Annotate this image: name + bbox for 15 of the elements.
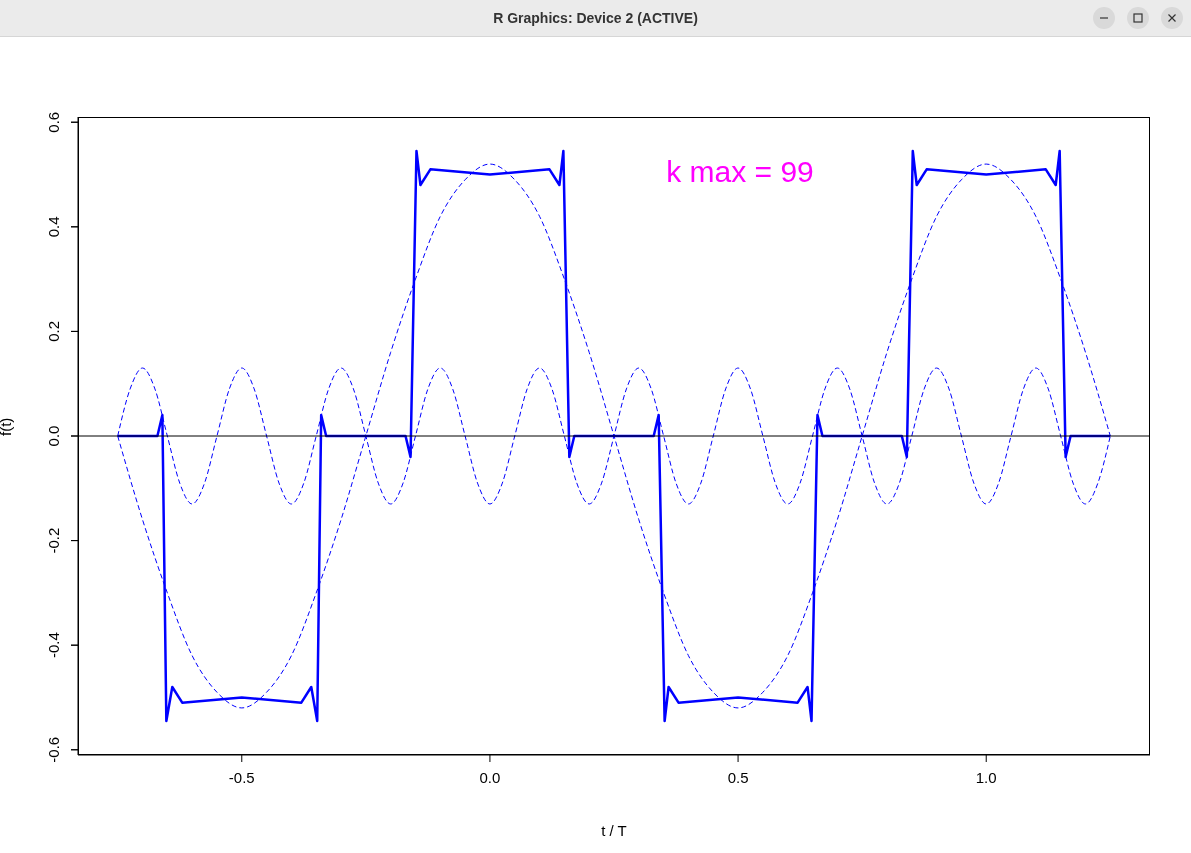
x-tick-label: 0.5 (727, 768, 749, 786)
y-axis-title: f(t) (0, 417, 15, 436)
y-tick-label: 0.4 (44, 216, 62, 238)
x-axis-title: t / T (601, 822, 627, 839)
y-tick-label: 0.0 (44, 425, 62, 447)
x-tick-label: 1.0 (975, 768, 997, 786)
y-tick-label: -0.2 (44, 527, 62, 554)
annotation: k max = 99 (665, 155, 815, 189)
x-tick-label: -0.5 (228, 768, 255, 786)
y-tick-label: 0.2 (44, 320, 62, 342)
chart-title: R Graphics: Device 2 (ACTIVE) (0, 0, 1191, 37)
y-tick-label: -0.6 (44, 736, 62, 763)
y-tick-label: 0.6 (44, 111, 62, 133)
y-tick-label: -0.4 (44, 632, 62, 659)
x-tick-label: 0.0 (479, 768, 501, 786)
